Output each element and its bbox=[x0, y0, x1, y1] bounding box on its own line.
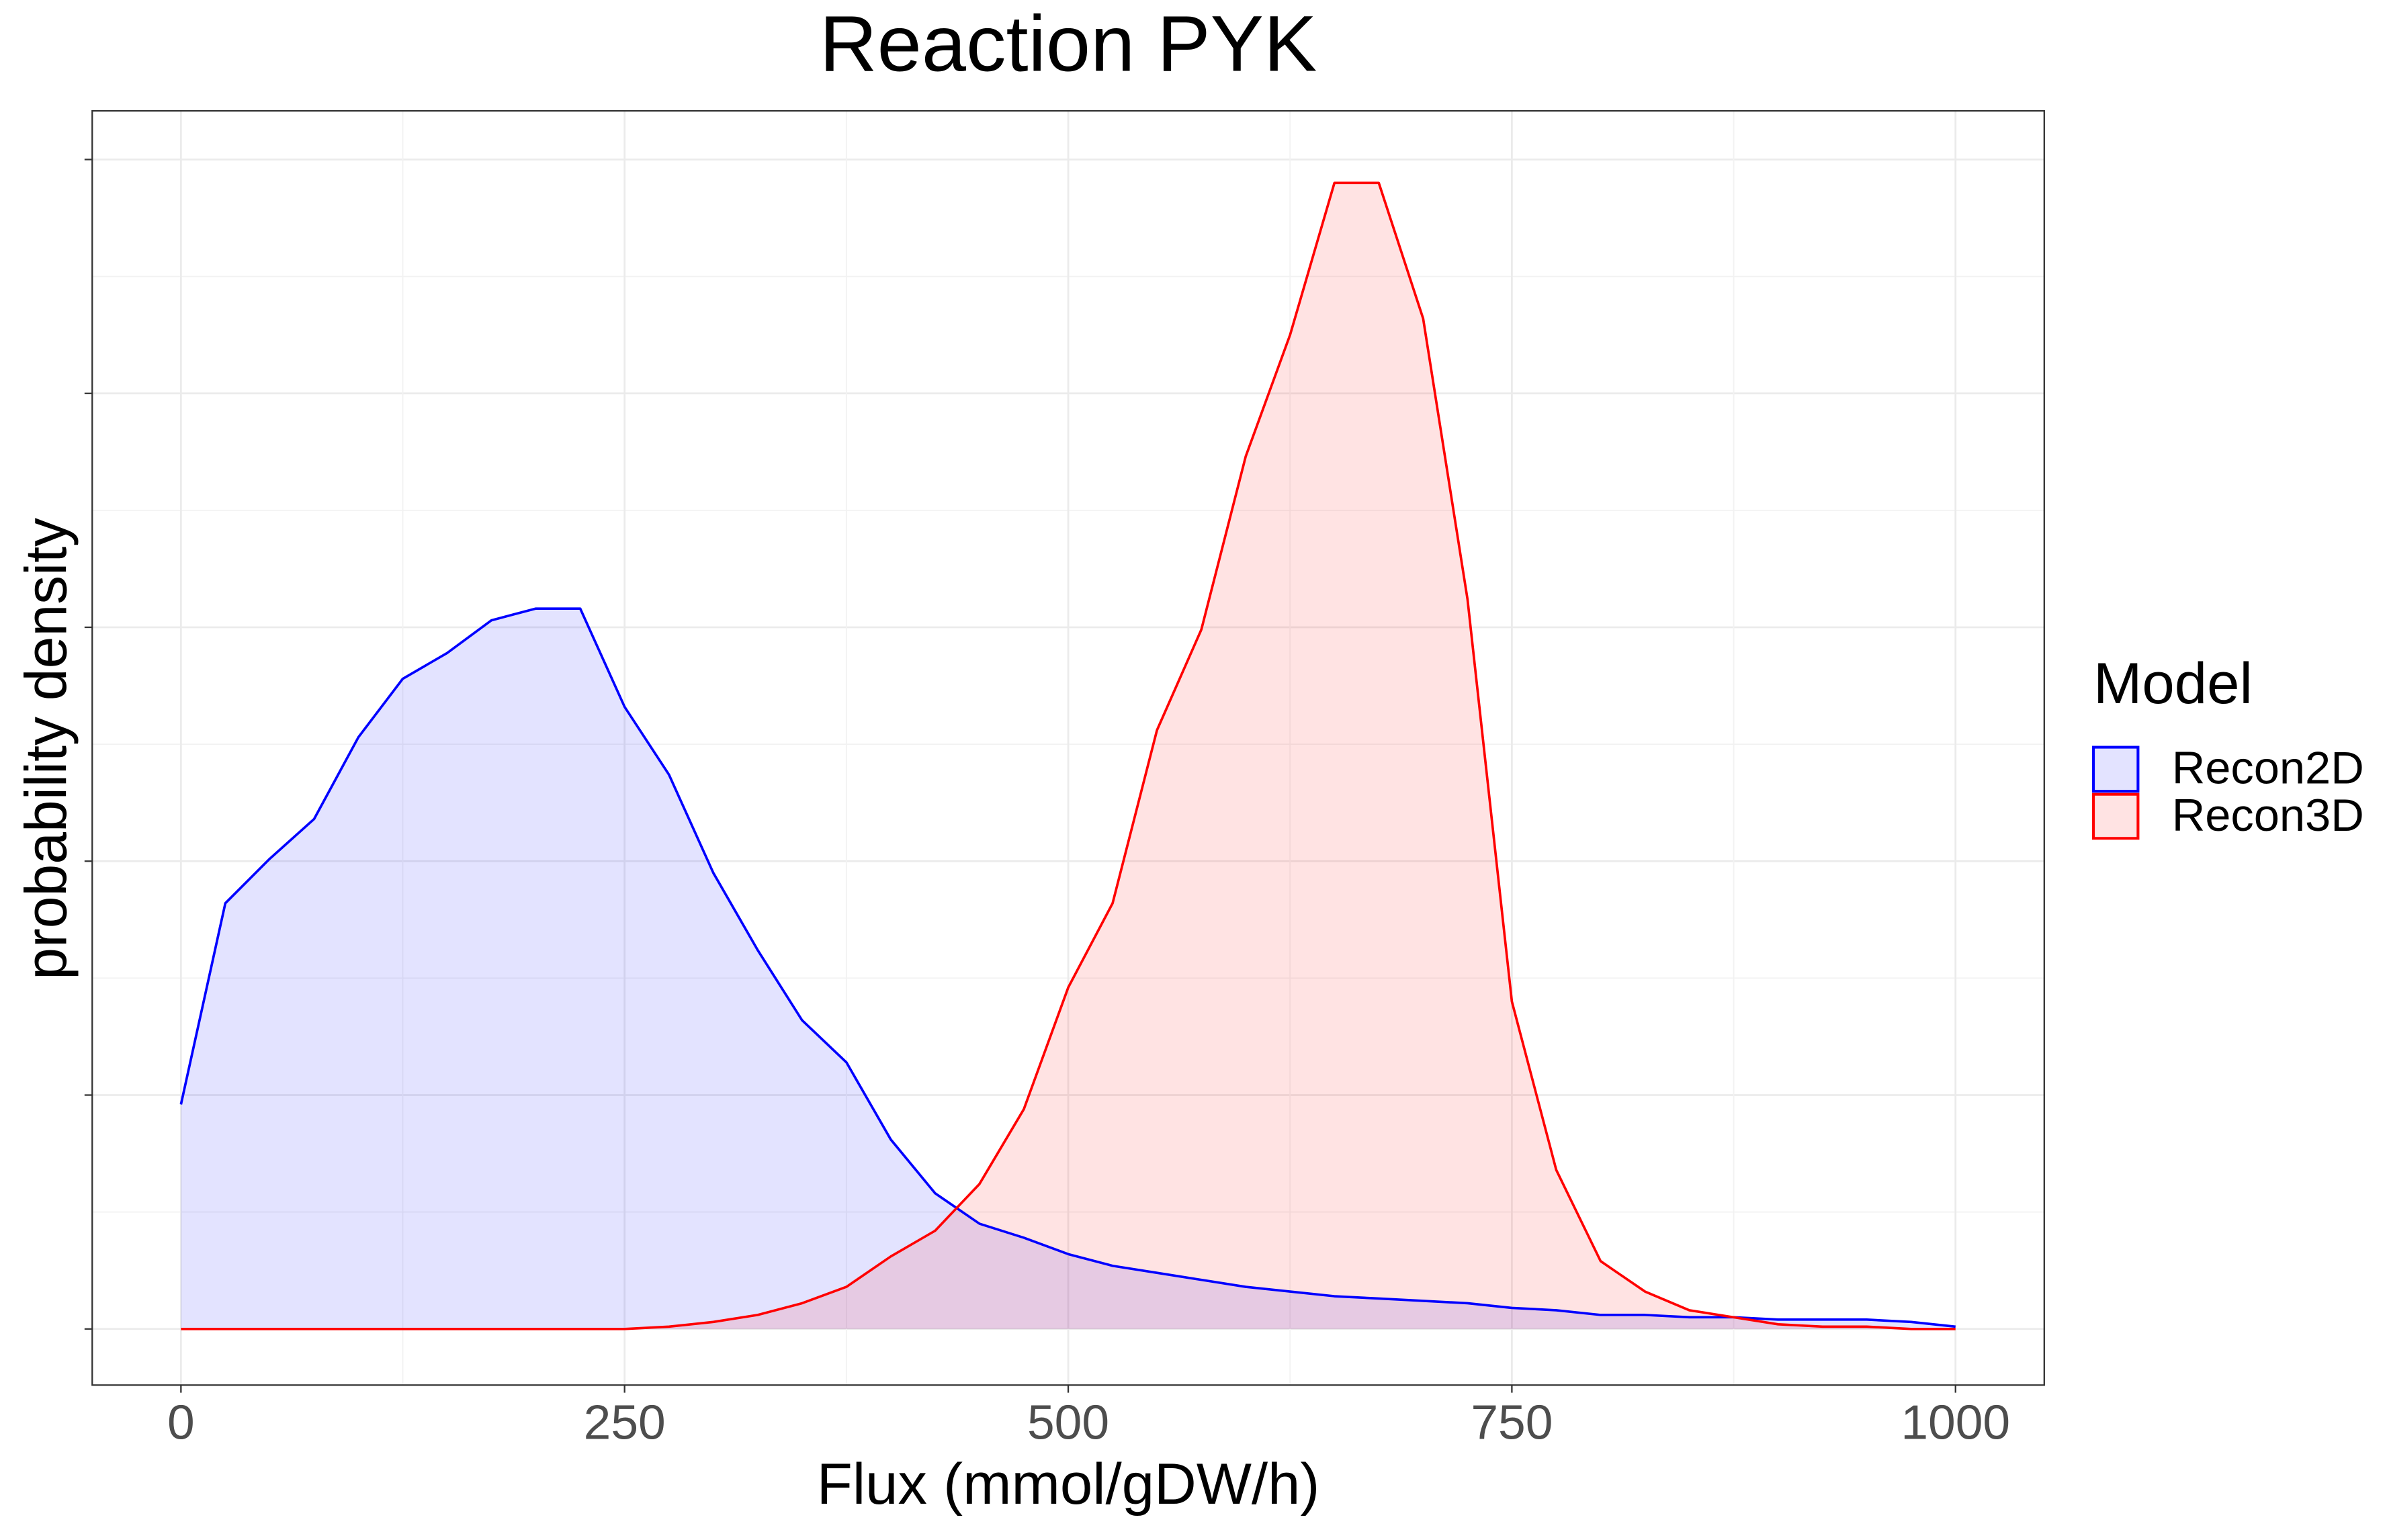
lines bbox=[179, 181, 1956, 1330]
x-axis-label: Flux (mmol/gDW/h) bbox=[817, 1452, 1320, 1516]
x-tick-label: 750 bbox=[1471, 1396, 1553, 1450]
density-area bbox=[181, 608, 1956, 1329]
legend-key bbox=[2091, 792, 2140, 840]
grid bbox=[92, 111, 2044, 1386]
legend-label: Recon2D bbox=[2172, 743, 2364, 794]
y-axis-label: probability density bbox=[14, 517, 79, 979]
areas bbox=[181, 183, 1956, 1329]
density-area bbox=[181, 183, 1956, 1329]
chart-title: Reaction PYK bbox=[820, 0, 1317, 88]
density-line bbox=[181, 181, 1956, 1330]
x-tick-label: 0 bbox=[167, 1396, 195, 1450]
legend-key bbox=[2091, 745, 2140, 793]
density-line bbox=[179, 607, 1956, 1328]
legend-title: Model bbox=[2093, 652, 2253, 716]
x-tick-label: 500 bbox=[1027, 1396, 1109, 1450]
axes: 0 250 500 750 1000 bbox=[84, 158, 2010, 1450]
x-tick-label: 1000 bbox=[1901, 1396, 2010, 1450]
legend-label: Recon3D bbox=[2172, 790, 2364, 841]
x-tick-label: 250 bbox=[584, 1396, 666, 1450]
